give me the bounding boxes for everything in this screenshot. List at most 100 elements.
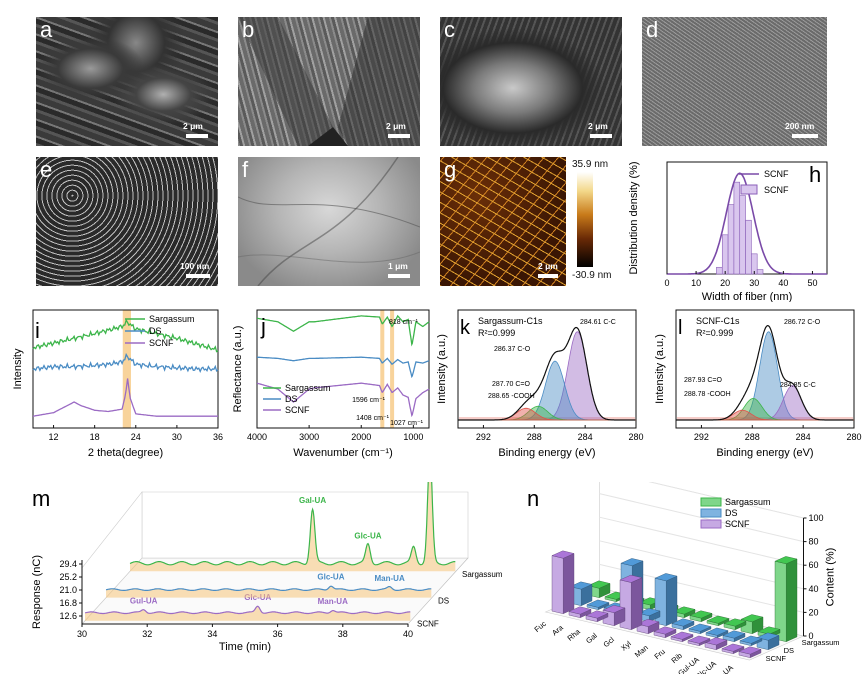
series-label: SCNF <box>417 620 439 629</box>
annotation-1027: 1027 cm⁻¹ <box>390 420 424 427</box>
z-tick-label: 20 <box>809 607 819 617</box>
z-tick-label: 40 <box>809 584 819 594</box>
y-axis-label: Intensity <box>12 348 24 389</box>
bar-side <box>786 558 798 643</box>
panel-b-scale-label: 2 μm <box>386 121 406 131</box>
bar-top <box>722 630 746 639</box>
panel-a-scale-label: 2 μm <box>183 121 203 131</box>
x-tick-label: 40 <box>403 629 413 639</box>
legend-label: Sargassum <box>285 383 331 393</box>
panel-letter: m <box>32 486 50 511</box>
legend-label: SCNF <box>285 405 310 415</box>
legend-label: SCNF <box>764 169 789 179</box>
panel-e-scale-label: 100 nm <box>180 261 210 271</box>
series-label: Sargassum <box>462 570 503 579</box>
peak-label: 286.37 C-O <box>494 346 531 353</box>
legend-label: DS <box>725 508 738 518</box>
panel-g-scale-bar <box>538 274 558 278</box>
background-baseline <box>677 417 853 420</box>
panel-m-chart: Gul-UA Glc-UA Man-UA SCNF Glc-UA Man-UA DS Gal-… <box>31 482 503 653</box>
annotation-1596: 1596 cm⁻¹ <box>352 397 386 404</box>
x-tick-label: 50 <box>807 278 817 288</box>
panel-i-chart: Sargassum DS SCNF 12 18 24 30 36 2 theta(degree)… <box>12 309 223 459</box>
x-tick-label: 32 <box>142 629 152 639</box>
peak-label: Man-UA <box>375 574 405 583</box>
histogram-bar <box>751 253 758 275</box>
panel-letter: k <box>460 317 471 339</box>
panel-letter: i <box>35 318 40 343</box>
bar-top <box>602 605 626 613</box>
series-line-ds <box>32 352 219 374</box>
legend-label: DS <box>149 326 162 336</box>
bar-top <box>706 615 730 624</box>
y-axis-label: Distribution density (%) <box>628 161 640 274</box>
z-tick-label: 100 <box>809 513 824 523</box>
x-axis-label: 2 theta(degree) <box>88 447 163 459</box>
category-label: Gcl <box>601 635 616 649</box>
peak-label: 284.85 C-C <box>780 382 816 389</box>
x-tick-label: 12 <box>49 432 59 442</box>
x-tick-label: 284 <box>578 432 593 442</box>
grid-line <box>648 482 804 519</box>
bar-top <box>705 627 729 636</box>
row-label: Sargassum <box>802 638 840 647</box>
series-line-scnf <box>256 382 430 418</box>
x-tick-label: 24 <box>131 432 141 442</box>
category-label: Xyl <box>619 639 633 653</box>
x-axis-label: Binding energy (eV) <box>498 447 595 459</box>
x-tick-label: 4000 <box>247 432 267 442</box>
histogram-bar <box>721 234 729 275</box>
panel-f-scale-label: 1 μm <box>388 261 408 271</box>
bar-top <box>670 631 694 640</box>
background-baseline <box>459 417 635 420</box>
panel-b-sem-image: b 2 μm <box>238 17 420 146</box>
x-tick-label: 20 <box>720 278 730 288</box>
bar-top <box>551 550 575 559</box>
panel-h-chart: 0 10 20 30 40 50 Width of fiber (nm) Distributi… <box>628 161 828 302</box>
z-tick-label: 80 <box>809 537 819 547</box>
panel-f-letter: f <box>242 157 249 182</box>
chromatogram-line-ds <box>105 585 432 591</box>
panel-a-sem-image: a 2 μm <box>36 17 218 146</box>
bar-top <box>653 626 677 635</box>
panel-k-chart: 284.61 C-C 286.37 C-O 287.70 C=O 288.65 -CO… <box>436 309 644 459</box>
plot-frame <box>32 309 219 429</box>
bar-top <box>654 573 678 582</box>
legend-label: SCNF <box>764 185 789 195</box>
plot-frame <box>256 309 430 429</box>
envelope-line <box>458 326 636 421</box>
series-label: DS <box>438 597 449 606</box>
chromatogram-line-sargassum <box>129 482 456 566</box>
panel-f-tem-image: f 1 μm <box>238 157 420 286</box>
z-axis-label: Content (%) <box>825 548 837 607</box>
histogram-bar <box>727 204 735 275</box>
bar-top <box>774 556 798 565</box>
x-tick-label: 36 <box>273 629 283 639</box>
panel-d-scale-label: 200 nm <box>785 121 815 131</box>
row-label: DS <box>784 646 794 655</box>
histogram-bar <box>739 195 746 275</box>
panel-letter: l <box>678 317 682 339</box>
bar-top <box>636 618 660 627</box>
histogram-bar <box>745 219 752 275</box>
bar-top <box>704 637 728 646</box>
peak-label: Gul-UA <box>130 596 158 605</box>
bar-top <box>585 610 609 619</box>
x-tick-label: 292 <box>694 432 709 442</box>
bar-top <box>739 635 763 644</box>
bar-top <box>586 599 610 608</box>
peak-label: 288.78 -COOH <box>684 391 731 398</box>
category-label: Man-UA <box>708 663 735 674</box>
panel-d-sem-image: d 200 nm <box>642 17 827 146</box>
bar-top <box>637 608 661 617</box>
y-tick-label: 12.6 <box>59 611 77 621</box>
panel-f-scale-bar <box>388 274 410 278</box>
bar-front <box>551 555 564 614</box>
r-squared: R²=0.999 <box>478 328 515 338</box>
y-tick-label: 16.8 <box>59 598 77 608</box>
category-label: Rha <box>566 627 583 643</box>
bar-top <box>756 632 780 641</box>
legend-bar-swatch <box>740 184 758 195</box>
legend-label: SCNF <box>149 338 174 348</box>
